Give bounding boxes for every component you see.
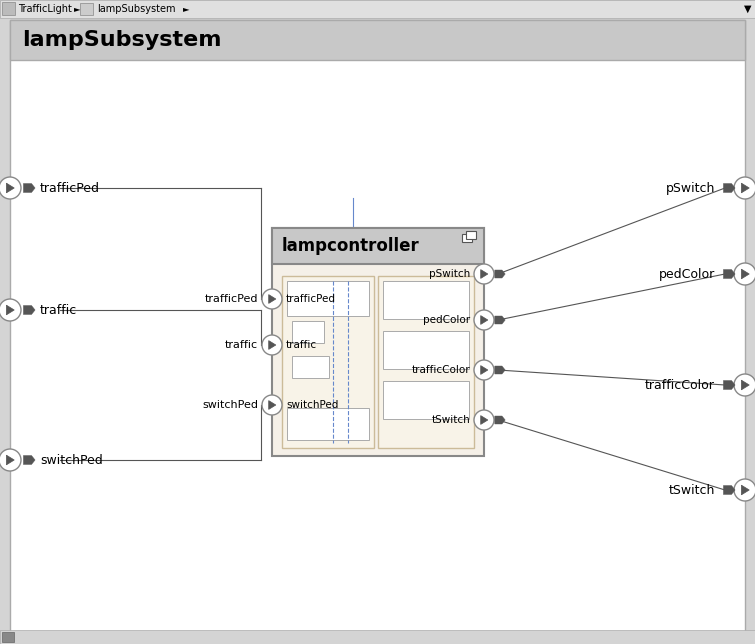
Polygon shape [481,270,488,278]
FancyBboxPatch shape [10,20,745,60]
Text: lampSubsystem: lampSubsystem [97,4,175,14]
Circle shape [734,479,755,501]
Text: pedColor: pedColor [659,267,715,281]
FancyBboxPatch shape [282,276,374,448]
FancyBboxPatch shape [2,632,14,642]
Polygon shape [23,184,35,193]
Polygon shape [741,269,749,279]
Circle shape [262,335,282,355]
FancyBboxPatch shape [2,2,15,15]
Circle shape [734,374,755,396]
Polygon shape [495,366,505,374]
Text: trafficColor: trafficColor [645,379,715,392]
Text: pSwitch: pSwitch [666,182,715,194]
FancyBboxPatch shape [287,408,369,440]
Circle shape [474,264,494,284]
Polygon shape [723,381,735,390]
FancyBboxPatch shape [272,228,484,264]
Circle shape [0,177,21,199]
FancyBboxPatch shape [287,281,369,316]
Text: tSwitch: tSwitch [431,415,470,425]
FancyBboxPatch shape [383,331,469,369]
Text: trafficPed: trafficPed [286,294,336,304]
Polygon shape [6,183,14,193]
FancyBboxPatch shape [272,228,484,456]
FancyBboxPatch shape [10,20,745,632]
FancyBboxPatch shape [0,630,755,644]
Polygon shape [23,455,35,464]
FancyBboxPatch shape [292,321,324,343]
Text: ►: ► [183,5,190,14]
FancyBboxPatch shape [0,0,755,18]
Polygon shape [495,316,505,324]
FancyBboxPatch shape [383,281,469,319]
Circle shape [734,263,755,285]
Text: switchPed: switchPed [202,400,258,410]
FancyBboxPatch shape [462,234,472,242]
Text: trafficPed: trafficPed [40,182,100,194]
FancyBboxPatch shape [466,231,476,239]
Text: pSwitch: pSwitch [429,269,470,279]
FancyBboxPatch shape [292,356,329,378]
Polygon shape [741,485,749,495]
Text: TrafficLight: TrafficLight [18,4,72,14]
Text: pedColor: pedColor [423,315,470,325]
Polygon shape [723,269,735,278]
FancyBboxPatch shape [378,276,474,448]
Polygon shape [23,305,35,314]
Text: lampSubsystem: lampSubsystem [22,30,221,50]
Polygon shape [481,366,488,374]
Polygon shape [6,305,14,315]
Text: trafficPed: trafficPed [205,294,258,304]
Text: switchPed: switchPed [286,400,338,410]
Text: switchPed: switchPed [40,453,103,466]
Text: lampcontroller: lampcontroller [282,237,420,255]
FancyBboxPatch shape [80,3,93,15]
Circle shape [262,289,282,309]
Polygon shape [495,416,505,424]
Polygon shape [269,341,276,350]
Circle shape [0,299,21,321]
Circle shape [474,410,494,430]
FancyBboxPatch shape [383,381,469,419]
Polygon shape [723,486,735,495]
Text: traffic: traffic [40,303,77,316]
Polygon shape [723,184,735,193]
Circle shape [474,310,494,330]
Polygon shape [495,270,505,278]
Polygon shape [269,294,276,303]
Polygon shape [269,401,276,410]
Polygon shape [741,380,749,390]
Circle shape [474,360,494,380]
Polygon shape [481,415,488,424]
Text: trafficColor: trafficColor [411,365,470,375]
Text: ▼: ▼ [744,4,752,14]
Text: traffic: traffic [286,340,317,350]
Polygon shape [6,455,14,465]
Text: traffic: traffic [225,340,258,350]
Text: tSwitch: tSwitch [669,484,715,497]
Text: ►: ► [74,5,81,14]
Circle shape [734,177,755,199]
Polygon shape [741,183,749,193]
Circle shape [0,449,21,471]
Circle shape [262,395,282,415]
Polygon shape [481,316,488,325]
